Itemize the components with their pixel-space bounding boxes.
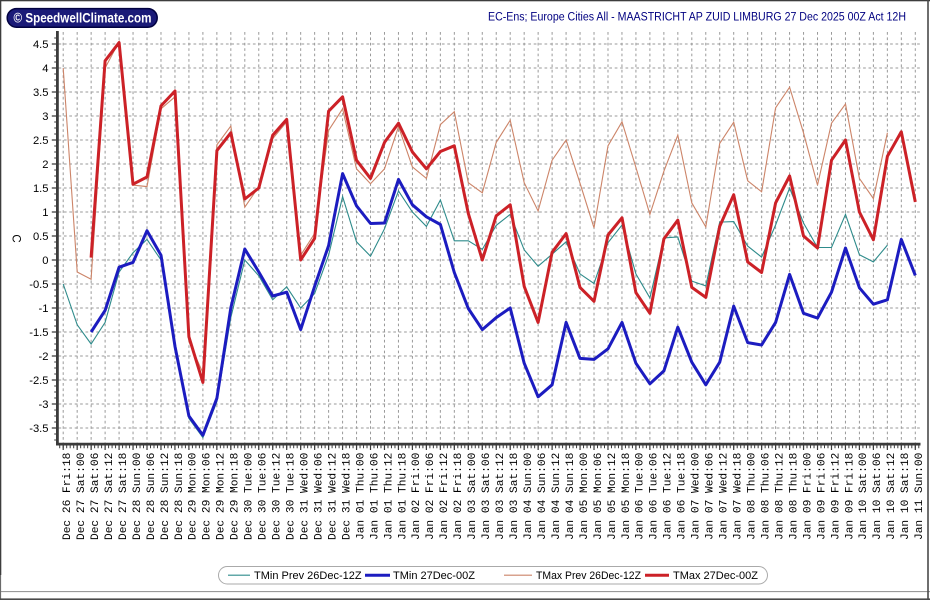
svg-text:Jan 08 Thu:18: Jan 08 Thu:18 (788, 453, 800, 540)
svg-text:0: 0 (42, 255, 48, 267)
svg-text:Jan 05 Mon:00: Jan 05 Mon:00 (579, 452, 591, 540)
svg-text:Dec 31 Wed:18: Dec 31 Wed:18 (341, 453, 353, 540)
svg-text:Jan 08 Thu:12: Jan 08 Thu:12 (774, 453, 786, 540)
svg-text:-2: -2 (39, 351, 49, 363)
svg-text:Jan 07 Wed:06: Jan 07 Wed:06 (705, 453, 717, 540)
svg-text:Jan 10 Sat:12: Jan 10 Sat:12 (886, 453, 898, 540)
svg-text:Jan 10 Sat:00: Jan 10 Sat:00 (858, 452, 870, 540)
svg-text:Dec 28 Sun:12: Dec 28 Sun:12 (160, 453, 172, 540)
svg-text:Jan 08 Thu:06: Jan 08 Thu:06 (760, 453, 772, 540)
svg-text:Dec 30 Tue:18: Dec 30 Tue:18 (286, 453, 298, 540)
svg-text:TMin Prev 26Dec-12Z: TMin Prev 26Dec-12Z (254, 570, 362, 582)
svg-text:Jan 02 Fri:06: Jan 02 Fri:06 (425, 453, 437, 540)
svg-text:Dec 29 Mon:12: Dec 29 Mon:12 (216, 453, 228, 540)
svg-text:Dec 30 Tue:00: Dec 30 Tue:00 (244, 452, 256, 540)
svg-text:Jan 02 Fri:12: Jan 02 Fri:12 (439, 453, 451, 540)
svg-text:Jan 07 Wed:12: Jan 07 Wed:12 (719, 453, 731, 540)
svg-text:Jan 03 Sat:18: Jan 03 Sat:18 (509, 453, 521, 540)
svg-text:Dec 28 Sun:18: Dec 28 Sun:18 (174, 453, 186, 540)
svg-text:Jan 06 Tue:06: Jan 06 Tue:06 (649, 453, 661, 540)
svg-text:Jan 06 Tue:00: Jan 06 Tue:00 (635, 452, 647, 540)
svg-text:Dec 30 Tue:06: Dec 30 Tue:06 (258, 453, 270, 540)
svg-text:Jan 04 Sun:12: Jan 04 Sun:12 (551, 453, 563, 540)
svg-text:Jan 05 Mon:18: Jan 05 Mon:18 (621, 453, 633, 540)
svg-text:Jan 07 Wed:00: Jan 07 Wed:00 (691, 452, 703, 540)
svg-text:Jan 09 Fri:06: Jan 09 Fri:06 (816, 453, 828, 540)
svg-text:C: C (9, 234, 21, 242)
svg-text:Jan 04 Sun:00: Jan 04 Sun:00 (523, 452, 535, 540)
svg-text:Dec 29 Mon:00: Dec 29 Mon:00 (188, 452, 200, 540)
svg-text:Jan 05 Mon:12: Jan 05 Mon:12 (607, 453, 619, 540)
svg-text:Jan 04 Sun:06: Jan 04 Sun:06 (537, 453, 549, 540)
svg-text:-1.5: -1.5 (29, 327, 48, 339)
svg-text:Jan 10 Sat:06: Jan 10 Sat:06 (872, 453, 884, 540)
svg-text:Jan 01 Thu:00: Jan 01 Thu:00 (355, 452, 367, 540)
svg-text:0.5: 0.5 (33, 231, 49, 243)
svg-text:1: 1 (42, 207, 48, 219)
svg-text:Jan 02 Fri:00: Jan 02 Fri:00 (411, 452, 423, 540)
svg-text:Dec 31 Wed:06: Dec 31 Wed:06 (313, 453, 325, 540)
svg-text:TMin 27Dec-00Z: TMin 27Dec-00Z (393, 570, 475, 582)
svg-text:Jan 05 Mon:06: Jan 05 Mon:06 (593, 453, 605, 540)
svg-text:Jan 10 Sat:18: Jan 10 Sat:18 (900, 453, 912, 540)
svg-text:-1: -1 (39, 303, 49, 315)
svg-text:Dec 30 Tue:12: Dec 30 Tue:12 (272, 453, 284, 540)
svg-text:3: 3 (42, 111, 48, 123)
svg-text:-0.5: -0.5 (29, 279, 48, 291)
svg-text:Dec 27 Sat:00: Dec 27 Sat:00 (76, 452, 88, 540)
svg-text:Jan 01 Thu:06: Jan 01 Thu:06 (369, 453, 381, 540)
svg-text:Jan 06 Tue:12: Jan 06 Tue:12 (663, 453, 675, 540)
svg-text:TMax Prev 26Dec-12Z: TMax Prev 26Dec-12Z (536, 570, 641, 582)
svg-text:© SpeedwellClimate.com: © SpeedwellClimate.com (14, 11, 152, 26)
svg-text:Dec 27 Sat:06: Dec 27 Sat:06 (90, 453, 102, 540)
svg-text:Dec 28 Sun:06: Dec 28 Sun:06 (146, 453, 158, 540)
svg-text:-2.5: -2.5 (29, 375, 48, 387)
svg-text:Jan 08 Thu:00: Jan 08 Thu:00 (747, 452, 759, 540)
svg-text:Jan 01 Thu:12: Jan 01 Thu:12 (383, 453, 395, 540)
svg-text:2.5: 2.5 (33, 135, 49, 147)
svg-text:Jan 01 Thu:18: Jan 01 Thu:18 (397, 453, 409, 540)
svg-text:Dec 26 Fri:18: Dec 26 Fri:18 (62, 453, 74, 540)
svg-text:Dec 29 Mon:18: Dec 29 Mon:18 (230, 453, 242, 540)
svg-text:Dec 31 Wed:00: Dec 31 Wed:00 (300, 452, 312, 540)
svg-text:Jan 04 Sun:18: Jan 04 Sun:18 (565, 453, 577, 540)
svg-text:4.5: 4.5 (33, 39, 49, 51)
svg-text:Jan 03 Sat:12: Jan 03 Sat:12 (495, 453, 507, 540)
svg-text:Jan 02 Fri:18: Jan 02 Fri:18 (453, 453, 465, 540)
svg-text:-3.5: -3.5 (29, 423, 48, 435)
svg-text:Jan 06 Tue:18: Jan 06 Tue:18 (677, 453, 689, 540)
svg-text:Dec 29 Mon:06: Dec 29 Mon:06 (202, 453, 214, 540)
svg-text:Jan 09 Fri:18: Jan 09 Fri:18 (844, 453, 856, 540)
svg-text:EC-Ens; Europe Cities All - MA: EC-Ens; Europe Cities All - MAASTRICHT A… (488, 12, 906, 24)
svg-text:Dec 27 Sat:12: Dec 27 Sat:12 (104, 453, 116, 540)
svg-text:2: 2 (42, 159, 48, 171)
svg-text:Dec 31 Wed:12: Dec 31 Wed:12 (327, 453, 339, 540)
svg-text:4: 4 (42, 63, 48, 75)
svg-text:Jan 09 Fri:12: Jan 09 Fri:12 (830, 453, 842, 540)
svg-text:1.5: 1.5 (33, 183, 49, 195)
svg-text:Jan 11 Sun:00: Jan 11 Sun:00 (914, 452, 926, 540)
svg-text:-3: -3 (39, 399, 49, 411)
svg-text:Dec 27 Sat:18: Dec 27 Sat:18 (118, 453, 130, 540)
svg-text:Jan 07 Wed:18: Jan 07 Wed:18 (733, 453, 745, 540)
svg-text:Jan 03 Sat:06: Jan 03 Sat:06 (481, 453, 493, 540)
svg-text:3.5: 3.5 (33, 87, 49, 99)
svg-text:Dec 28 Sun:00: Dec 28 Sun:00 (132, 452, 144, 540)
svg-text:TMax 27Dec-00Z: TMax 27Dec-00Z (673, 570, 758, 582)
svg-text:Jan 03 Sat:00: Jan 03 Sat:00 (467, 452, 479, 540)
svg-text:Jan 09 Fri:00: Jan 09 Fri:00 (802, 452, 814, 540)
